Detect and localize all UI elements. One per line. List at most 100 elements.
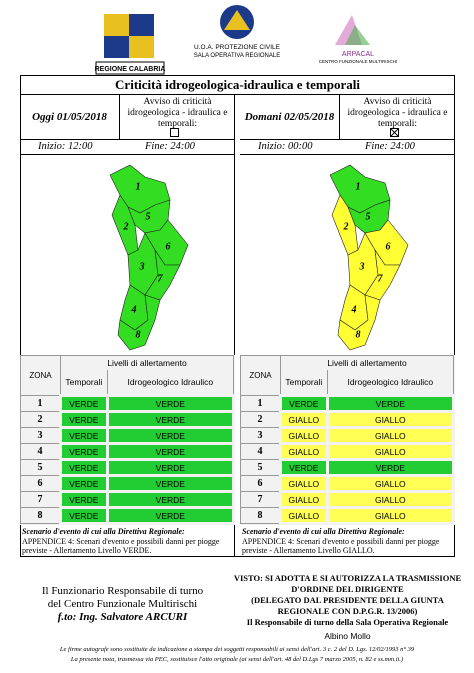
panel-head: Oggi 01/05/2018 Avviso di criticità idrog…	[20, 95, 235, 140]
zone-number: 5	[20, 459, 61, 476]
level-cell: VERDE	[105, 490, 236, 509]
scenario-text: APPENDICE 4: Scenari d'evento e possibil…	[242, 536, 440, 556]
approval-line: (DELEGATO DAL PRESIDENTE DELLA GIUNTA	[251, 595, 444, 605]
scenario-title: Scenario d'evento di cui alla Direttiva …	[22, 527, 185, 536]
end-time: Fine: 24:00	[145, 141, 195, 152]
zone-header: ZONA	[20, 355, 61, 396]
alert-table: ZONA Livelli di allertamento Temporali Idro…	[240, 355, 456, 525]
level-cell: GIALLO	[325, 410, 456, 429]
zone-row: 2 GIALLO GIALLO	[240, 410, 456, 429]
approval-line: VISTO: SI ADOTTA E SI AUTORIZZA LA TRASM…	[233, 573, 462, 583]
signer-name: f.to: Ing. Salvatore ARCURI	[57, 611, 188, 623]
map-zone	[144, 249, 181, 301]
zone-number: 5	[240, 459, 281, 476]
checkbox-mark	[390, 128, 399, 137]
level-cell: GIALLO	[325, 490, 456, 509]
zone-row: 3 VERDE VERDE	[20, 426, 236, 445]
header-row: ZONA Livelli di allertamento	[240, 355, 454, 396]
zone-number: 8	[20, 507, 61, 524]
approval-line: Il Responsabile di turno della Sala Oper…	[246, 617, 449, 627]
level-cell: GIALLO	[279, 506, 329, 525]
zone-number: 3	[240, 427, 281, 444]
zone-number: 4	[20, 443, 61, 460]
level-cell: VERDE	[325, 394, 456, 413]
arpacal-name: ARPACAL	[342, 51, 374, 58]
map-zone-label: 2	[343, 221, 349, 232]
level-cell: GIALLO	[325, 442, 456, 461]
note: La presente nota, trasmessa via PEC, sos…	[70, 656, 404, 663]
zone-row: 3 GIALLO GIALLO	[240, 426, 456, 445]
zone-number: 2	[20, 411, 61, 428]
level-cell: GIALLO	[325, 474, 456, 493]
header-graphics: REGIONE CALABRIA U.O.A. PROTEZIONE CIVIL…	[95, 5, 397, 75]
level-cell: VERDE	[105, 426, 236, 445]
map-zone-label: 7	[158, 273, 164, 284]
zone-number: 6	[20, 475, 61, 492]
zone-number: 1	[20, 395, 61, 412]
zone-row: 6 GIALLO GIALLO	[240, 474, 456, 493]
level-cell: GIALLO	[279, 474, 329, 493]
map-zone	[364, 249, 401, 301]
calabria-shield-part	[104, 14, 129, 36]
level-cell: VERDE	[325, 458, 456, 477]
level-cell: GIALLO	[279, 490, 329, 509]
col-header: Idrogeologico Idraulico	[106, 369, 235, 396]
zone-row: 7 VERDE VERDE	[20, 490, 236, 509]
zone-row: 4 GIALLO GIALLO	[240, 442, 456, 461]
panel: Domani 02/05/2018 Avviso di criticità idr…	[240, 95, 456, 557]
header-row: Temporali Idrogeologico Idraulico	[241, 369, 455, 396]
footer-notes: Le firme autografe sono sostituite da in…	[10, 645, 464, 665]
map-zone-label: 2	[123, 221, 129, 232]
notice: Avviso di criticità idrogeologica - idra…	[347, 97, 448, 129]
zone-row: 7 GIALLO GIALLO	[240, 490, 456, 509]
approval-line: REGIONALE CON D.P.G.R. 13/2006)	[277, 606, 418, 616]
approver-name: Albino Mollo	[324, 631, 371, 641]
level-cell: VERDE	[105, 410, 236, 429]
footer-left: Il Funzionario Responsabile di turno del…	[20, 585, 225, 624]
checkbox-box	[170, 128, 179, 137]
level-cell: GIALLO	[279, 426, 329, 445]
start-time: Inizio: 00:00	[258, 141, 313, 152]
zone-row: 4 VERDE VERDE	[20, 442, 236, 461]
level-cell: VERDE	[59, 506, 109, 525]
level-cell: GIALLO	[279, 442, 329, 461]
col-header: Temporali	[280, 369, 328, 396]
notice: Avviso di criticità idrogeologica - idra…	[127, 97, 228, 129]
zone-row: 2 VERDE VERDE	[20, 410, 236, 429]
arpacal-sub: CENTRO FUNZIONALE MULTIRISCHI	[319, 59, 397, 64]
map-zone-label: 1	[136, 181, 141, 192]
times: Inizio: 00:00 Fine: 24:00	[240, 140, 455, 155]
center-line: SALA OPERATIVA REGIONALE	[194, 53, 280, 59]
zone-number: 4	[240, 443, 281, 460]
map-zone-label: 3	[139, 261, 145, 272]
zone-number: 8	[240, 507, 281, 524]
col-header: Temporali	[60, 369, 108, 396]
zone-map: 1 2 3 4 5 6 7 8	[329, 164, 409, 351]
level-cell: VERDE	[105, 506, 236, 525]
map-zone-label: 1	[356, 181, 361, 192]
checkbox	[390, 128, 399, 137]
col-header: Idrogeologico Idraulico	[326, 369, 455, 396]
zone-row: 5 VERDE VERDE	[240, 458, 456, 477]
levels-header: Livelli di allertamento	[60, 355, 234, 370]
signer-office: del Centro Funzionale Multirischi	[47, 598, 198, 610]
zone-row: 6 VERDE VERDE	[20, 474, 236, 493]
level-cell: GIALLO	[325, 506, 456, 525]
zone-row: 1 VERDE VERDE	[240, 394, 456, 413]
level-cell: VERDE	[105, 394, 236, 413]
levels-header: Livelli di allertamento	[280, 355, 454, 370]
center-line: U.O.A. PROTEZIONE CIVILE	[194, 44, 281, 51]
header-row: ZONA Livelli di allertamento	[20, 355, 234, 396]
checkbox	[170, 128, 179, 137]
calabria-label: REGIONE CALABRIA	[95, 66, 166, 73]
zone-row: 8 VERDE VERDE	[20, 506, 236, 525]
zone-header: ZONA	[240, 355, 281, 396]
map-zone	[337, 294, 381, 351]
zone-number: 1	[240, 395, 281, 412]
level-cell: VERDE	[59, 426, 109, 445]
alert-table: ZONA Livelli di allertamento Temporali Idro…	[20, 355, 236, 525]
map-zone-label: 8	[356, 329, 361, 340]
zone-number: 3	[20, 427, 61, 444]
zone-number: 2	[240, 411, 281, 428]
